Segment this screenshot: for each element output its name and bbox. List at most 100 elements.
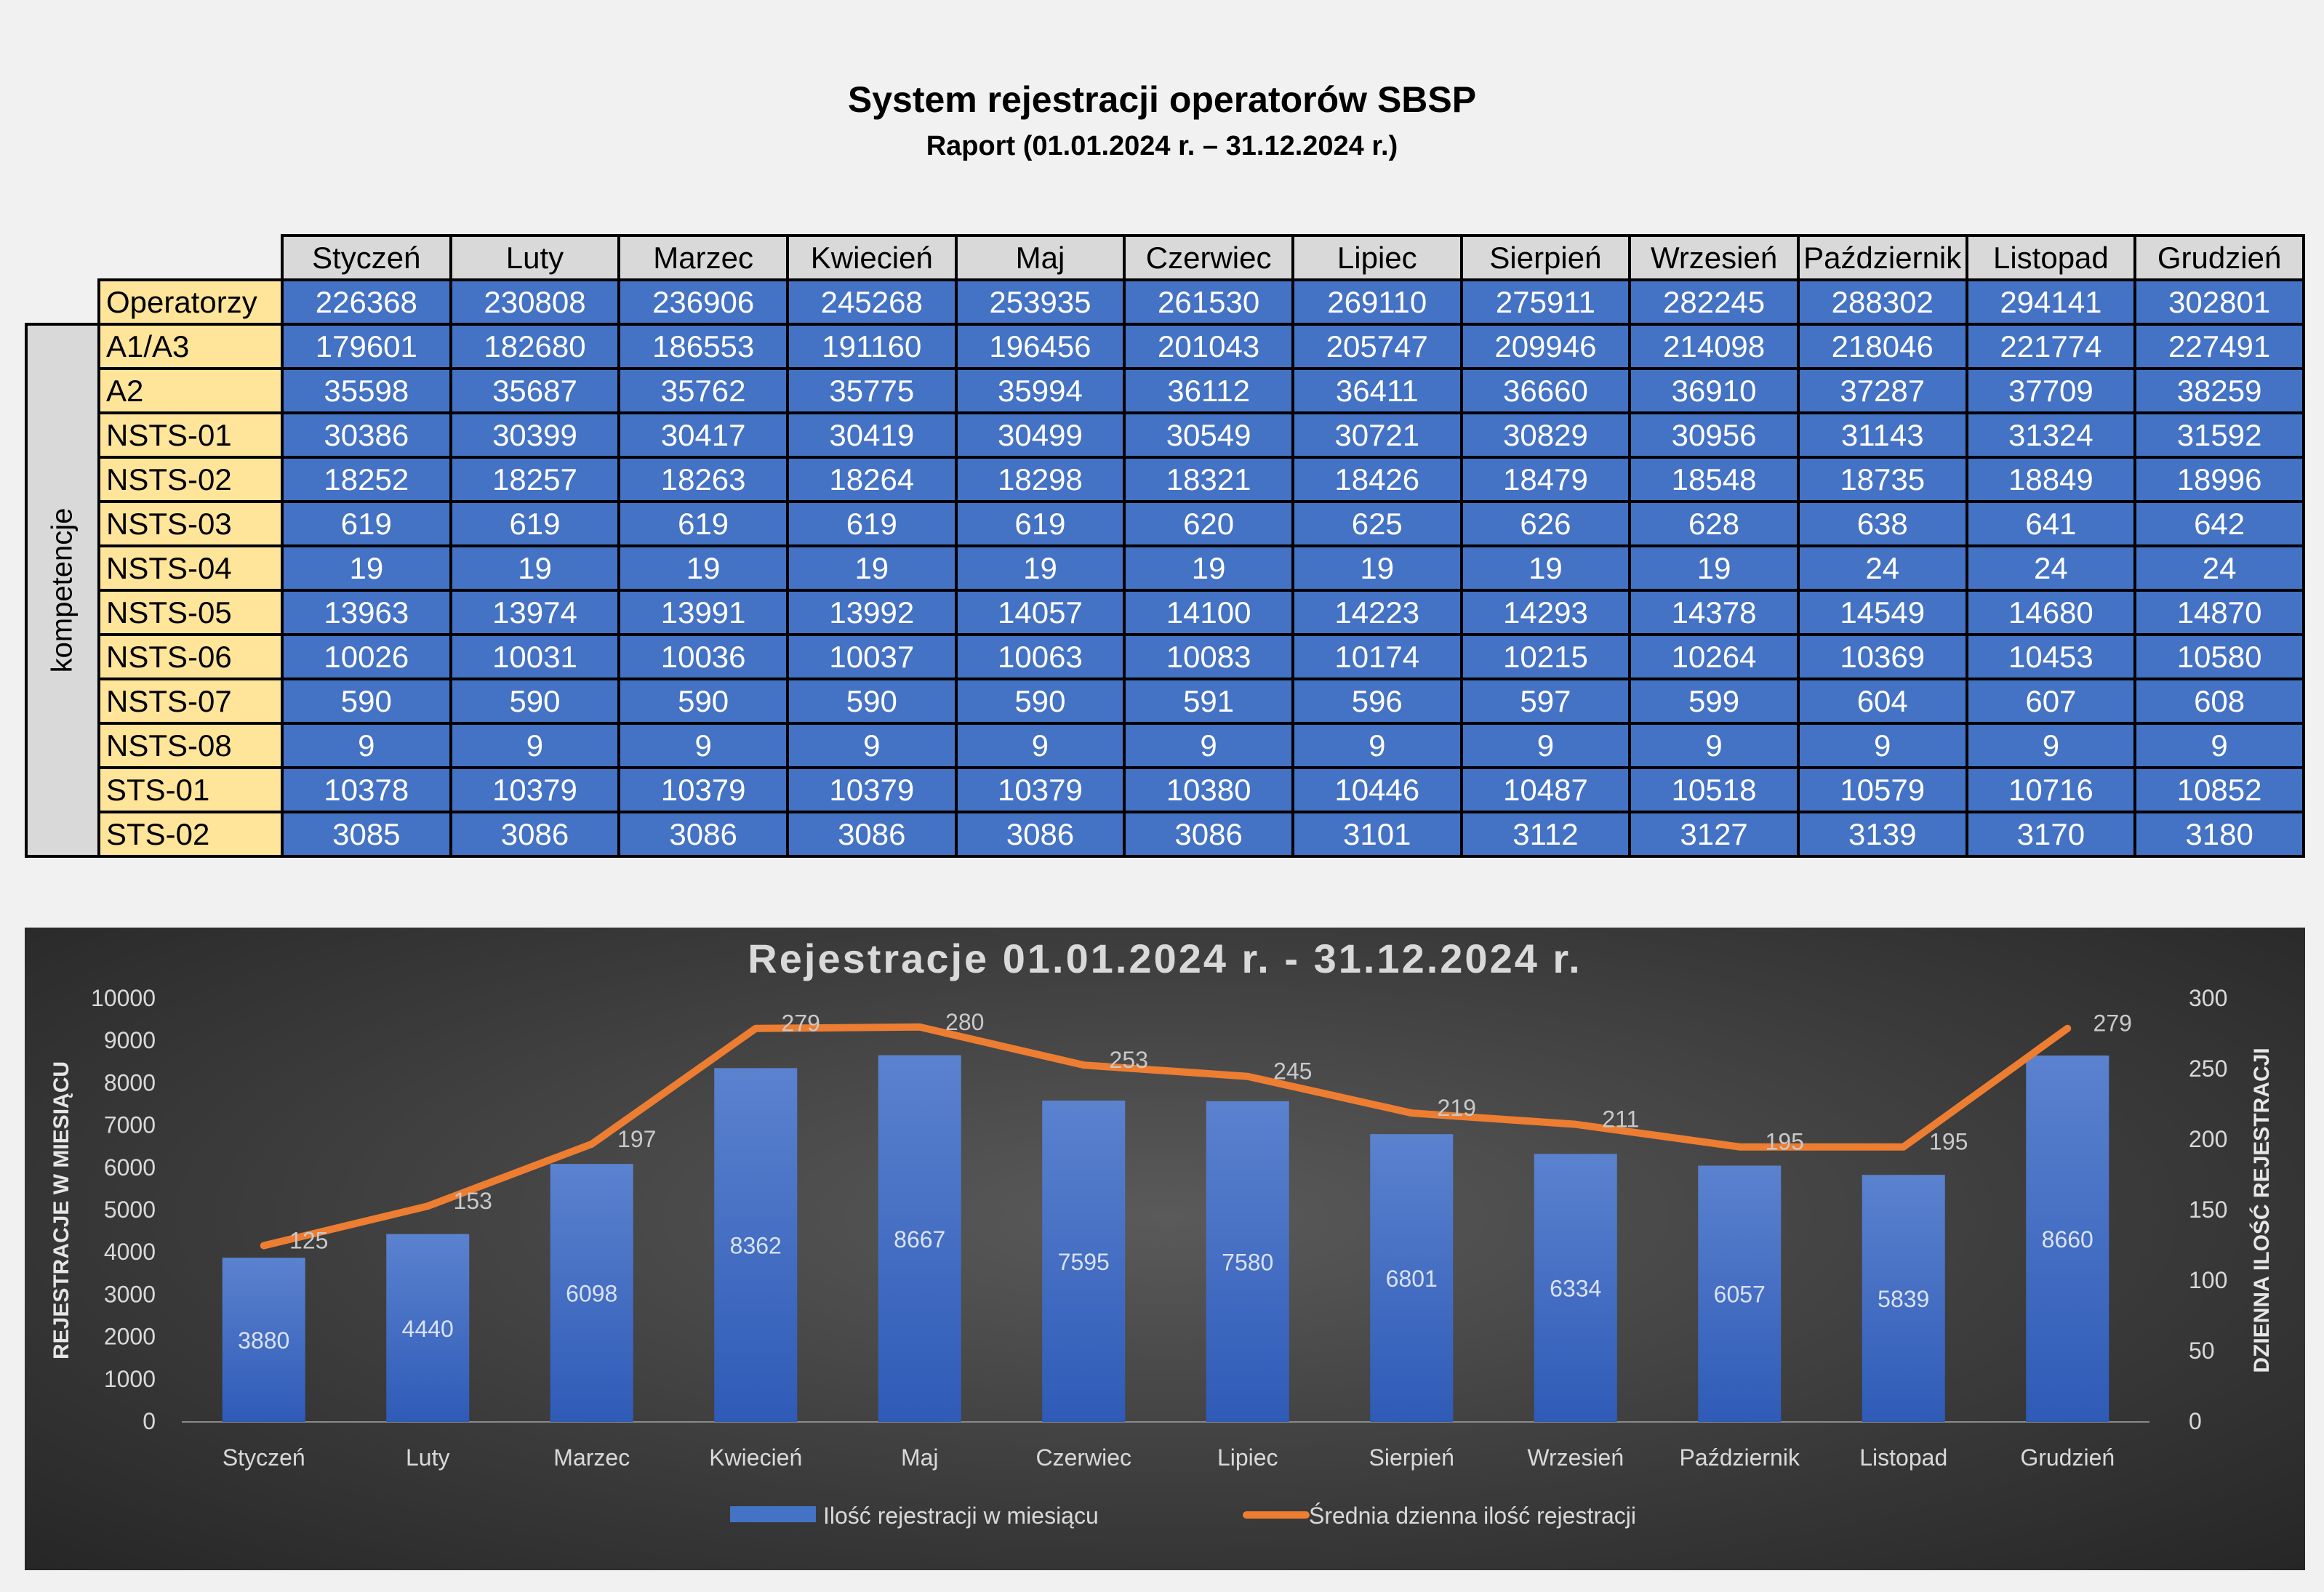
table-cell: 590: [785, 678, 958, 725]
table-cell: 9: [449, 722, 621, 769]
line-point: [1737, 1144, 1742, 1149]
table-cell: 9: [281, 722, 452, 769]
month-header: Maj: [954, 234, 1126, 281]
table-cell: 9: [1123, 722, 1294, 769]
month-header: Wrzesień: [1628, 234, 1800, 281]
bar: [1042, 1100, 1126, 1422]
table-cell: 10379: [954, 766, 1126, 813]
table-cell: 302801: [2133, 278, 2305, 326]
table-cell: 14057: [954, 589, 1126, 636]
table-cell: 36910: [1628, 367, 1800, 414]
table-cell: 10378: [281, 766, 452, 813]
table-cell: 19: [1291, 544, 1463, 592]
month-header: Grudzień: [2133, 234, 2305, 281]
bar-data-label: 8660: [2042, 1226, 2093, 1253]
legend-bar-label: Ilość rejestracji w miesiącu: [823, 1503, 1099, 1529]
table-cell: 3086: [1123, 811, 1294, 858]
table-cell: 30417: [617, 411, 789, 459]
table-cell: 230808: [449, 278, 621, 326]
month-header: Październik: [1796, 234, 1968, 281]
row-label: NSTS-05: [97, 589, 284, 636]
table-cell: 14870: [2133, 589, 2305, 636]
table-cell: 18735: [1796, 456, 1968, 503]
table-cell: 253935: [954, 278, 1126, 326]
table-cell: 35598: [281, 367, 452, 414]
table-cell: 18298: [954, 456, 1126, 503]
table-cell: 10063: [954, 633, 1126, 680]
row-label: NSTS-08: [97, 722, 284, 769]
table-cell: 18257: [449, 456, 621, 503]
line-point: [1245, 1074, 1250, 1079]
table-row: NSTS-04 19 19 19 19 19 19 19 19 19 24 24 24: [26, 544, 2305, 592]
y-tick-label: 8000: [104, 1069, 156, 1095]
x-tick-label: Czerwiec: [1035, 1444, 1131, 1471]
table-cell: 31324: [1965, 411, 2137, 459]
bar-data-label: 6098: [566, 1281, 617, 1307]
table-cell: 19: [1459, 544, 1632, 592]
bar-data-label: 5839: [1878, 1286, 1929, 1312]
y2-tick-label: 0: [2189, 1408, 2202, 1434]
table-cell: 590: [281, 678, 452, 725]
line-data-label: 219: [1438, 1095, 1476, 1121]
table-cell: 599: [1628, 678, 1800, 725]
table-cell: 14293: [1459, 589, 1632, 636]
y-tick-label: 6000: [104, 1154, 156, 1181]
row-label: NSTS-07: [97, 678, 284, 725]
table-cell: 3086: [954, 811, 1126, 858]
row-label: NSTS-04: [97, 544, 284, 592]
table-cell: 642: [2133, 500, 2305, 547]
table-cell: 30549: [1123, 411, 1294, 459]
table-cell: 18479: [1459, 456, 1632, 503]
table-cell: 196456: [954, 323, 1126, 370]
y-tick-label: 5000: [104, 1197, 156, 1223]
table-cell: 37287: [1796, 367, 1968, 414]
table-cell: 10031: [449, 633, 621, 680]
row-label: STS-02: [97, 811, 284, 858]
x-tick-label: Styczeń: [223, 1444, 305, 1471]
registrations-chart: Rejestracje 01.01.2024 r. - 31.12.2024 r…: [25, 928, 2305, 1570]
table-cell: 36660: [1459, 367, 1632, 414]
table-cell: 590: [954, 678, 1126, 725]
bar: [1698, 1165, 1782, 1422]
table-row: NSTS-03 619 619 619 619 619 620 625 626 628 638 641…: [26, 500, 2305, 547]
bar-data-label: 4440: [402, 1316, 454, 1342]
line-point: [425, 1204, 430, 1209]
table-row: STS-02 3085 3086 3086 3086 3086 3086 3101 3112 31…: [26, 811, 2305, 858]
x-tick-label: Marzec: [553, 1444, 630, 1471]
row-label: Operatorzy: [97, 278, 284, 326]
row-label: A1/A3: [97, 323, 284, 370]
empty-corner: [99, 236, 282, 280]
table-cell: 35994: [954, 367, 1126, 414]
table-row: NSTS-02 18252 18257 18263 18264 18298 18321 184…: [26, 456, 2305, 503]
line-data-label: 280: [945, 1009, 984, 1035]
table-cell: 3170: [1965, 811, 2137, 858]
table-cell: 10264: [1628, 633, 1800, 680]
table-cell: 18426: [1291, 456, 1463, 503]
month-header: Luty: [449, 234, 621, 281]
average-line: [260, 1023, 2072, 1250]
empty-cell: [26, 280, 99, 324]
line-data-label: 197: [617, 1126, 656, 1152]
table-cell: 10369: [1796, 633, 1968, 680]
month-header: Kwiecień: [785, 234, 958, 281]
table-cell: 608: [2133, 678, 2305, 725]
table-cell: 641: [1965, 500, 2137, 547]
line-data-label: 125: [289, 1228, 328, 1254]
table-cell: 10716: [1965, 766, 2137, 813]
table-cell: 596: [1291, 678, 1463, 725]
month-header: Listopad: [1965, 234, 2137, 281]
x-tick-label: Luty: [406, 1444, 449, 1471]
table-cell: 3085: [281, 811, 452, 858]
line-data-label: 153: [454, 1188, 492, 1214]
table-row: NSTS-07 590 590 590 590 590 591 596 597 599 604 607…: [26, 678, 2305, 725]
x-tick-label: Wrzesień: [1527, 1444, 1624, 1471]
table-cell: 18321: [1123, 456, 1294, 503]
line-data-label: 245: [1273, 1058, 1312, 1085]
chart-title: Rejestracje 01.01.2024 r. - 31.12.2024 r…: [748, 936, 1582, 981]
row-label: STS-01: [97, 766, 284, 813]
competences-group-label: kompetencje: [25, 323, 100, 858]
table-cell: 19: [617, 544, 789, 592]
y-tick-label: 10000: [91, 985, 156, 1011]
table-cell: 38259: [2133, 367, 2305, 414]
table-cell: 282245: [1628, 278, 1800, 326]
